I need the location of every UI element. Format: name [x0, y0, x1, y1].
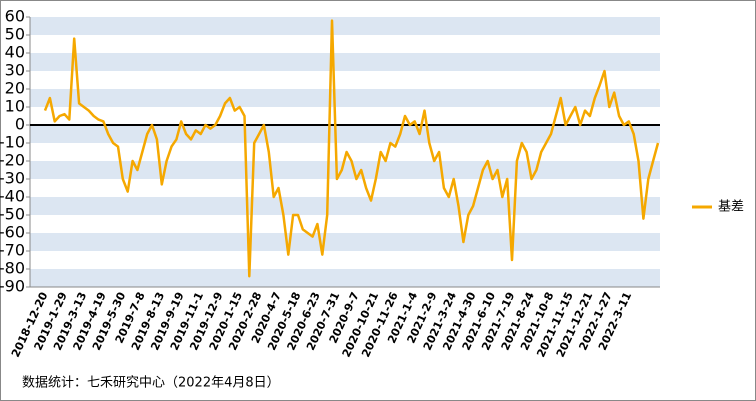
grid-band	[30, 251, 660, 269]
grid-band	[30, 269, 660, 287]
y-tick-label: -80	[0, 259, 25, 278]
y-tick-label: 40	[5, 43, 25, 62]
grid-band	[30, 107, 660, 125]
y-tick-label: -70	[0, 241, 25, 260]
legend-label: 基差	[718, 200, 744, 215]
y-tick-label: 10	[5, 97, 25, 116]
grid-band	[30, 35, 660, 53]
y-tick-label: -30	[0, 169, 25, 188]
y-tick-label: 0	[15, 115, 25, 134]
grid-band	[30, 17, 660, 35]
y-tick-label: -90	[0, 277, 25, 296]
y-tick-label: -60	[0, 223, 25, 242]
y-tick-label: 50	[5, 25, 25, 44]
y-tick-label: 30	[5, 61, 25, 80]
grid-band	[30, 71, 660, 89]
y-tick-label: 60	[5, 7, 25, 26]
grid-band	[30, 89, 660, 107]
grid-band	[30, 233, 660, 251]
grid-band	[30, 161, 660, 179]
grid-band	[30, 143, 660, 161]
y-tick-label: -50	[0, 205, 25, 224]
data-line	[43, 19, 660, 278]
grid-band	[30, 215, 660, 233]
y-tick-label: -20	[0, 151, 25, 170]
footnote: 数据统计：七禾研究中心（2022年4月8日）	[22, 376, 280, 391]
y-tick-label: -10	[0, 133, 25, 152]
grid-band	[30, 125, 660, 143]
grid-band	[30, 53, 660, 71]
y-tick-label: 20	[5, 79, 25, 98]
y-tick-label: -40	[0, 187, 25, 206]
grid-band	[30, 197, 660, 215]
